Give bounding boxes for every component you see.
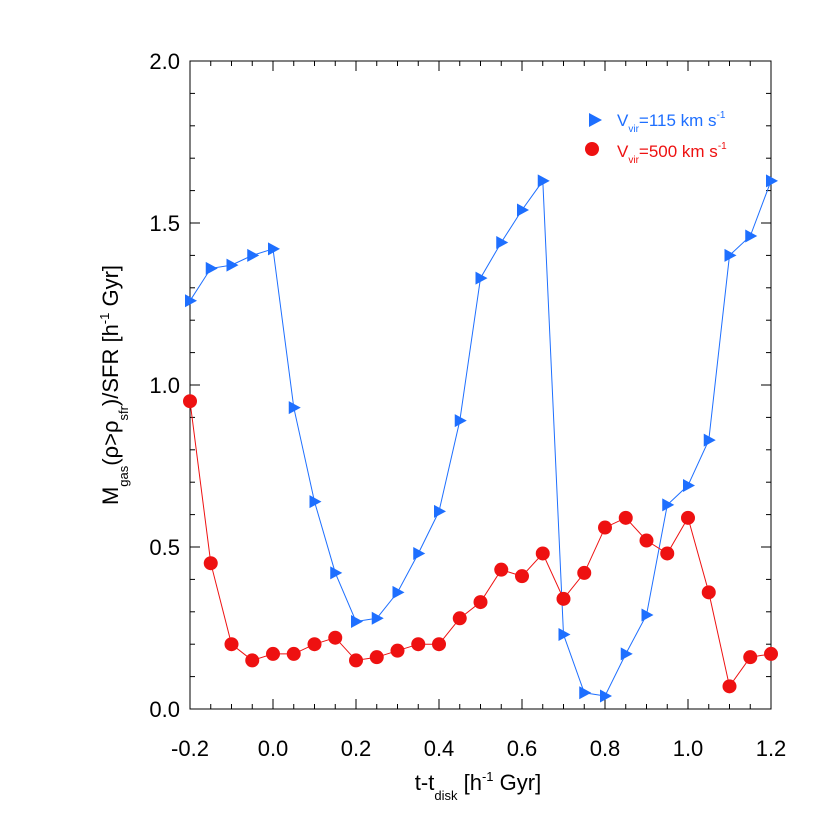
data-point-circle	[598, 520, 612, 535]
data-point-triangle	[454, 414, 467, 428]
y-axis-label: Mgas(ρ>ρsfr)/SFR [h-1 Gyr]	[97, 265, 131, 505]
data-point-circle	[452, 611, 467, 626]
data-point-circle	[639, 533, 654, 548]
data-point-triangle	[371, 611, 384, 625]
x-tick-label: 0.2	[341, 736, 372, 761]
data-point-circle	[411, 637, 426, 652]
data-point-triangle	[558, 627, 571, 641]
x-tick-label: 0.8	[590, 736, 621, 761]
data-point-circle	[494, 562, 509, 577]
data-point-circle	[535, 546, 550, 561]
legend-marker-circle	[585, 142, 599, 156]
data-point-triangle	[600, 689, 612, 703]
data-point-circle	[722, 679, 737, 694]
data-point-circle	[266, 646, 280, 661]
data-point-circle	[390, 643, 405, 658]
data-point-triangle	[641, 608, 654, 622]
data-point-circle	[369, 650, 384, 665]
data-point-circle	[203, 556, 218, 571]
data-point-circle	[618, 510, 633, 525]
legend-entry-500: Vvir=500 km s-1	[585, 141, 727, 166]
series-line	[189, 401, 772, 688]
data-series	[183, 174, 778, 703]
data-point-circle	[349, 653, 363, 668]
data-point-triangle	[392, 585, 405, 599]
data-point-circle	[660, 546, 675, 561]
data-point-circle	[183, 394, 197, 409]
legend-entry-115: Vvir=115 km s-1	[589, 110, 726, 135]
legend-label-115: Vvir=115 km s-1	[617, 110, 726, 135]
x-axis-label: t-tdisk [h-1 Gyr]	[415, 769, 541, 803]
data-point-triangle	[620, 647, 633, 661]
data-point-triangle	[351, 615, 363, 629]
data-point-triangle	[683, 478, 695, 492]
data-point-circle	[328, 630, 343, 645]
data-point-triangle	[309, 495, 322, 509]
x-tick-label: 0.0	[258, 736, 289, 761]
data-point-circle	[286, 646, 301, 661]
series-vvir-500	[183, 394, 778, 694]
legend: Vvir=115 km s-1 Vvir=500 km s-1	[585, 110, 727, 166]
data-point-triangle	[413, 546, 426, 560]
legend-label-500: Vvir=500 km s-1	[617, 141, 727, 166]
data-point-circle	[577, 565, 592, 580]
series-line	[189, 179, 772, 697]
data-point-circle	[764, 646, 778, 661]
data-point-triangle	[185, 294, 197, 308]
data-point-triangle	[434, 504, 446, 518]
data-point-triangle	[288, 401, 301, 415]
data-point-circle	[224, 637, 239, 652]
data-point-triangle	[745, 229, 758, 243]
data-point-circle	[432, 637, 446, 652]
y-tick-label: 0.5	[149, 535, 180, 560]
x-tick-label: 1.2	[756, 736, 787, 761]
y-tick-label: 0.0	[149, 697, 180, 722]
data-point-triangle	[662, 498, 675, 512]
data-point-triangle	[205, 261, 218, 275]
legend-marker-triangle	[589, 113, 602, 127]
data-point-circle	[681, 510, 695, 525]
data-point-triangle	[330, 566, 343, 580]
data-point-triangle	[247, 248, 260, 262]
data-point-triangle	[496, 235, 509, 249]
x-tick-label: -0.2	[171, 736, 209, 761]
data-point-circle	[556, 591, 571, 606]
y-tick-label: 2.0	[149, 49, 180, 74]
data-point-circle	[701, 585, 716, 600]
x-tick-label: 0.4	[424, 736, 455, 761]
data-point-circle	[473, 595, 488, 610]
y-tick-label: 1.5	[149, 211, 180, 236]
data-point-circle	[515, 569, 529, 584]
data-point-circle	[743, 650, 758, 665]
axis-ticks: -0.2 0.0 0.2 0.4 0.6 0.8 1.0 1.2 0.0 0.5 1.0 1.5 2.0	[149, 49, 786, 761]
data-point-triangle	[475, 271, 488, 285]
series-vvir-115	[185, 174, 778, 703]
data-point-triangle	[724, 248, 737, 262]
data-point-circle	[307, 637, 322, 652]
data-point-triangle	[537, 174, 550, 188]
data-point-triangle	[766, 174, 778, 188]
data-point-triangle	[703, 433, 716, 447]
data-point-triangle	[517, 203, 529, 217]
data-point-triangle	[226, 258, 239, 272]
data-point-circle	[245, 653, 260, 668]
data-point-triangle	[268, 242, 280, 256]
data-point-triangle	[579, 686, 592, 700]
x-tick-label: 0.6	[507, 736, 538, 761]
x-tick-label: 1.0	[673, 736, 704, 761]
y-tick-label: 1.0	[149, 373, 180, 398]
